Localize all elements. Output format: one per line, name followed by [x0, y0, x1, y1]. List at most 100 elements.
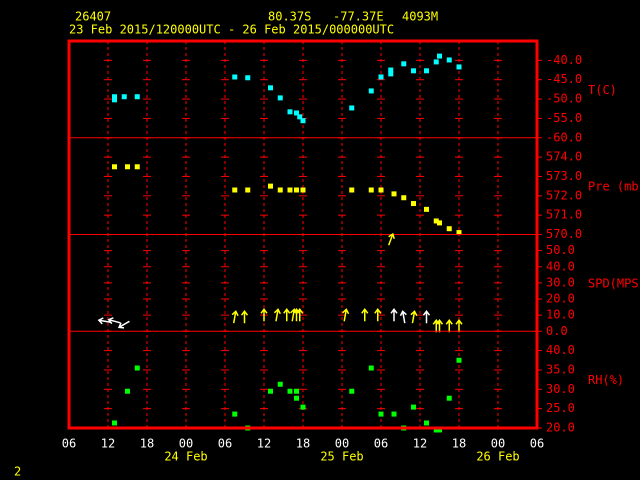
longitude: -77.37E: [333, 10, 384, 24]
data-point: [349, 105, 355, 111]
y-tick-label: -55.0: [546, 111, 582, 125]
wind-arrow: [410, 310, 418, 324]
y-tick-label: 573.0: [546, 169, 582, 183]
x-tick-label: 00: [335, 437, 349, 451]
data-point: [294, 388, 299, 394]
y-tick-label: 25.0: [546, 401, 575, 415]
data-point: [232, 411, 238, 417]
data-point: [277, 95, 283, 101]
elevation: 4093M: [402, 10, 438, 24]
data-point: [368, 187, 374, 193]
data-point: [297, 114, 303, 120]
y-tick-label: 0.0: [546, 324, 568, 338]
y-tick-label: 10.0: [546, 308, 575, 322]
y-tick-label: 40.0: [546, 259, 575, 273]
wind-arrow: [422, 309, 431, 324]
y-axis-label: T(C): [588, 83, 617, 97]
y-tick-label: 20.0: [546, 421, 575, 435]
data-point: [268, 388, 273, 394]
x-tick-label: 00: [491, 437, 505, 451]
wind-arrow: [107, 317, 121, 325]
x-tick-label: 12: [257, 437, 271, 451]
wind-arrow: [435, 319, 444, 333]
date-label: 26 Feb: [476, 450, 519, 464]
y-tick-label: 20.0: [546, 292, 575, 306]
x-tick-label: 18: [452, 437, 466, 451]
date-label: 24 Feb: [164, 450, 207, 464]
y-tick-label: 572.0: [546, 188, 582, 202]
wind-arrow: [390, 308, 398, 322]
data-point: [294, 395, 299, 401]
data-point: [433, 218, 439, 224]
data-point: [277, 381, 283, 387]
data-point: [112, 164, 117, 170]
data-point: [391, 191, 397, 197]
data-point: [433, 59, 439, 65]
y-tick-label: 571.0: [546, 208, 582, 222]
data-point: [368, 365, 374, 371]
data-point: [112, 94, 117, 100]
data-point: [391, 411, 397, 417]
station-id: 26407: [75, 10, 111, 24]
data-point: [388, 71, 394, 77]
data-point: [277, 187, 283, 193]
data-point: [268, 85, 273, 91]
data-point: [411, 404, 416, 410]
data-point: [378, 187, 384, 193]
wind-arrow: [117, 320, 130, 329]
data-point: [287, 109, 293, 115]
data-point: [437, 427, 442, 433]
y-tick-label: 570.0: [546, 227, 582, 241]
data-point: [446, 226, 452, 232]
y-tick-label: 574.0: [546, 150, 582, 164]
data-point: [388, 67, 394, 73]
wind-arrow: [445, 319, 453, 333]
data-point: [378, 411, 384, 417]
x-tick-label: 06: [374, 437, 388, 451]
y-tick-label: 35.0: [546, 362, 575, 376]
data-point: [433, 427, 439, 433]
data-point: [378, 74, 384, 80]
data-point: [349, 388, 355, 394]
data-point: [401, 195, 407, 201]
data-point: [268, 183, 273, 189]
data-point: [134, 164, 140, 170]
data-point: [411, 201, 416, 207]
y-tick-label: 30.0: [546, 275, 575, 289]
y-tick-label: -60.0: [546, 130, 582, 144]
data-point: [349, 187, 355, 193]
x-tick-label: 06: [62, 437, 76, 451]
y-axis-label: RH(%): [588, 373, 624, 387]
data-point: [134, 94, 140, 100]
data-point: [411, 68, 416, 74]
y-tick-label: 30.0: [546, 382, 575, 396]
data-point: [134, 365, 140, 371]
y-tick-label: -40.0: [546, 53, 582, 67]
data-point: [456, 357, 462, 363]
data-point: [437, 53, 442, 59]
data-point: [446, 57, 452, 63]
data-point: [424, 206, 429, 212]
y-tick-label: 50.0: [546, 243, 575, 257]
data-point: [112, 420, 117, 426]
data-point: [437, 220, 442, 226]
data-point: [112, 97, 117, 103]
wind-arrow: [361, 308, 369, 322]
wind-arrow: [296, 308, 304, 322]
data-point: [446, 395, 452, 401]
data-point: [245, 75, 251, 81]
wind-arrow: [260, 308, 268, 322]
wind-arrow: [399, 310, 407, 324]
data-point: [125, 388, 130, 394]
data-point: [300, 404, 306, 410]
wind-arrow: [240, 309, 249, 324]
period: 23 Feb 2015/120000UTC - 26 Feb 2015/0000…: [69, 23, 394, 37]
data-point: [300, 187, 306, 193]
x-tick-label: 00: [179, 437, 193, 451]
data-point: [232, 187, 238, 193]
x-tick-label: 18: [140, 437, 154, 451]
date-label: 25 Feb: [320, 450, 363, 464]
latitude: 80.37S: [268, 10, 311, 24]
wind-arrow: [455, 319, 463, 333]
